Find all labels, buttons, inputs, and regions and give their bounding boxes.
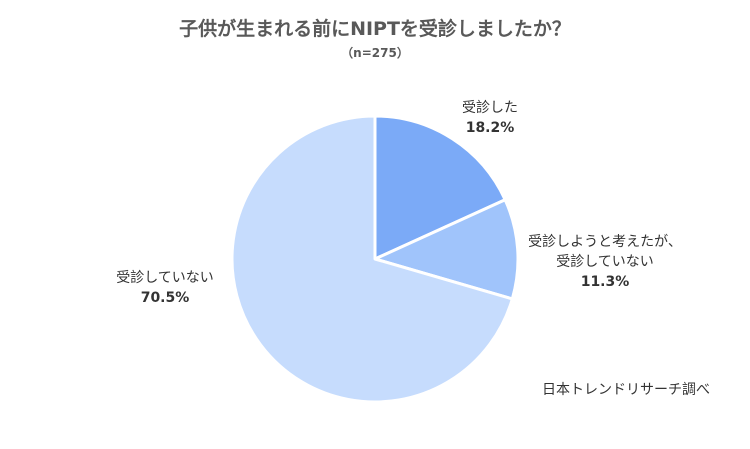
slice-label-text: 受診しようと考えたが、 [528, 234, 682, 250]
pie-slice-considered-not-received [373, 198, 520, 301]
slice-label-not-received: 受診していない 70.5% [90, 268, 240, 308]
slice-label-received: 受診した 18.2% [420, 98, 560, 138]
slice-label-considered-not-received: 受診しようと考えたが、 受診していない 11.3% [505, 232, 705, 292]
source-note: 日本トレンドリサーチ調べ [542, 382, 710, 398]
chart-title: 子供が生まれる前にNIPTを受診しましたか？ [179, 18, 571, 40]
slice-label-text: 受診した [462, 100, 518, 116]
pie-slice-received [373, 114, 507, 261]
slice-label-text: 受診していない [116, 270, 214, 286]
slice-value-label: 18.2% [465, 120, 515, 136]
slice-label-text: 受診していない [556, 254, 654, 270]
chart-subtitle: （n=275） [341, 46, 409, 60]
slice-value-label: 70.5% [140, 290, 190, 306]
slice-value-label: 11.3% [580, 274, 630, 290]
pie-slice-not-received [230, 114, 514, 404]
